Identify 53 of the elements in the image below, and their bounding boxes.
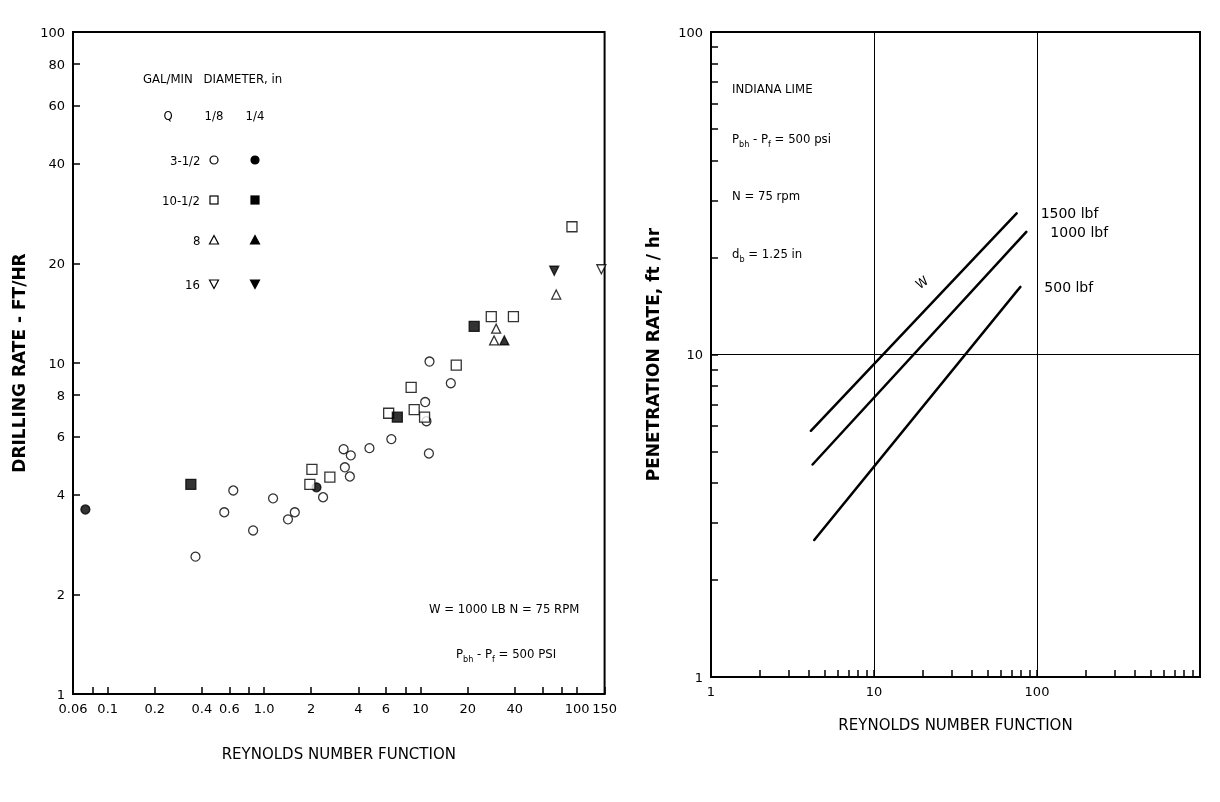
legend-title: GAL/MIN — [143, 70, 193, 86]
annotation: P$_{bh}$ - P$_{f}$ = 500 psi — [732, 131, 831, 149]
annotation: INDIANA LIME — [732, 80, 813, 96]
annotation: 1/4 — [245, 107, 265, 123]
annotation: W — [912, 272, 931, 292]
y-tick-label: 6 — [56, 428, 65, 444]
x-tick-label: 10 — [412, 701, 429, 716]
x-tick-label: 2 — [307, 701, 316, 716]
x-tick-label: 6 — [381, 701, 391, 716]
x-tick-label: 1.0 — [253, 701, 275, 716]
y-tick-label: 10 — [48, 355, 65, 371]
series-label: 1500 lbf — [1040, 205, 1100, 222]
y-tick-label: 8 — [56, 387, 65, 403]
y-tick-label: 40 — [48, 156, 65, 172]
y-tick-label: 1 — [694, 669, 703, 685]
x-tick-label: 100 — [1024, 684, 1050, 699]
x-tick-label: 20 — [459, 701, 476, 716]
x-axis-title: REYNOLDS NUMBER FUNCTION — [221, 744, 456, 763]
series-label: 500 lbf — [1044, 278, 1095, 295]
annotation: d$_{b}$ = 1.25 in — [732, 246, 803, 264]
x-tick-label: 0.06 — [58, 701, 88, 716]
annotation: DIAMETER, in — [203, 70, 283, 86]
x-tick-label: 100 — [564, 701, 590, 716]
legend-label: 8 — [193, 232, 201, 248]
annotation: 1/8 — [204, 107, 224, 123]
legend-label: 3-1/2 — [170, 152, 201, 168]
x-tick-label: 4 — [354, 701, 363, 716]
y-axis-title: PENETRATION RATE, ft / hr — [642, 227, 663, 482]
annotation: N = 75 rpm — [732, 187, 801, 203]
y-tick-label: 4 — [56, 487, 65, 503]
legend-label: 16 — [185, 276, 200, 292]
series-label: 1000 lbf — [1050, 223, 1110, 240]
x-tick-label: 40 — [506, 701, 524, 716]
y-tick-label: 2 — [56, 586, 65, 602]
y-tick-label: 10 — [686, 347, 703, 362]
x-tick-label: 150 — [592, 701, 618, 716]
x-axis-title: REYNOLDS NUMBER FUNCTION — [838, 715, 1073, 734]
y-tick-label: 100 — [678, 24, 703, 40]
annotation: P$_{bh}$ - P$_{f}$ = 500 PSI — [456, 646, 557, 664]
annotation: W = 1000 LB N = 75 RPM — [429, 600, 580, 616]
y-tick-label: 80 — [48, 56, 65, 72]
y-axis-title: DRILLING RATE - FT/HR — [8, 253, 29, 473]
x-tick-label: 0.1 — [97, 701, 119, 716]
y-tick-label: 100 — [40, 24, 65, 40]
x-tick-label: 1 — [706, 684, 716, 699]
x-tick-label: 0.2 — [144, 701, 166, 716]
x-tick-label: 0.6 — [219, 701, 240, 716]
x-tick-label: 0.4 — [191, 701, 213, 716]
annotation: Q — [163, 107, 173, 123]
x-tick-label: 10 — [865, 684, 883, 699]
y-tick-label: 20 — [48, 255, 65, 271]
legend-label: 10-1/2 — [162, 192, 200, 208]
y-tick-label: 60 — [48, 97, 65, 113]
